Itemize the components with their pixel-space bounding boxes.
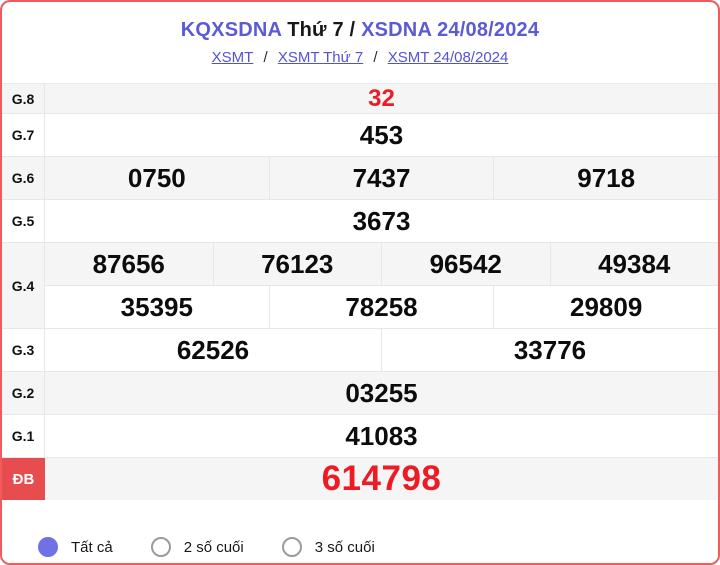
prize-value-g6-2: 7437 [270,157,495,199]
prize-value-g5: 3673 [352,205,411,236]
prize-value-g7: 453 [359,119,404,150]
prize-label-g6: G.6 [2,157,45,199]
prize-label-g8: G.8 [2,84,45,113]
breadcrumb-separator: / [263,49,268,66]
page-title: KQXSDNA Thứ 7 / XSDNA 24/08/2024 [181,19,539,42]
filter-option-last2[interactable]: 2 số cuối [150,537,244,558]
table-row-g8: G.8 32 [2,84,718,114]
g4-line-1: 87656 76123 96542 49384 [45,243,718,286]
table-row-g2: G.2 03255 [2,372,718,415]
prize-value-g3-1: 62526 [45,329,382,371]
filter-option-last2-label[interactable]: 2 số cuối [183,538,244,556]
prize-value-g1: 41083 [345,420,418,451]
table-row-db: ĐB 614798 [2,458,718,500]
filter-option-last3[interactable]: 3 số cuối [281,537,375,558]
filter-option-last3-label[interactable]: 3 số cuối [314,538,375,556]
prize-label-g7: G.7 [2,114,45,156]
prize-value-g4-1: 87656 [45,243,214,285]
title-weekday: Thứ 7 / [281,19,362,41]
radio-unselected-icon[interactable] [281,537,302,558]
filter-option-all[interactable]: Tất cả [38,537,113,558]
breadcrumb-link-xsmt-date[interactable]: XSMT 24/08/2024 [387,49,509,66]
breadcrumb-link-xsmt[interactable]: XSMT [211,49,254,66]
prize-value-g4-6: 78258 [270,286,495,328]
prize-label-g2: G.2 [2,372,45,414]
breadcrumb-separator: / [373,49,378,66]
prize-label-g1: G.1 [2,415,45,457]
prize-label-g5: G.5 [2,200,45,242]
prize-value-g8: 32 [368,84,395,112]
prize-label-g3: G.3 [2,329,45,371]
table-row-g6: G.6 0750 7437 9718 [2,157,718,200]
prize-value-g4-3: 96542 [382,243,551,285]
table-row-g3: G.3 62526 33776 [2,329,718,372]
g4-line-2: 35395 78258 29809 [45,286,718,328]
radio-selected-icon[interactable] [38,537,58,558]
table-row-g5: G.5 3673 [2,200,718,243]
table-row-g4: G.4 87656 76123 96542 49384 35395 78258 … [2,243,718,329]
results-table: G.8 32 G.7 453 G.6 0750 7437 9718 G.5 36… [2,84,718,532]
breadcrumb-link-xsmt-thu7[interactable]: XSMT Thứ 7 [277,49,364,66]
prize-value-db: 614798 [321,459,442,498]
title-kqxsdna: KQXSDNA [180,19,282,41]
header: KQXSDNA Thứ 7 / XSDNA 24/08/2024 XSMT / … [2,2,718,84]
prize-value-g2: 03255 [345,377,418,408]
table-row-g7: G.7 453 [2,114,718,157]
title-date: XSDNA 24/08/2024 [361,19,540,41]
prize-value-g4-7: 29809 [570,291,643,322]
prize-value-g6-3: 9718 [577,162,636,193]
prize-value-g6-1: 0750 [45,157,270,199]
prize-label-g4: G.4 [2,243,45,328]
prize-value-g4-2: 76123 [214,243,382,285]
prize-value-g3-2: 33776 [513,334,587,365]
filter-option-all-label[interactable]: Tất cả [71,538,113,556]
prize-label-db: ĐB [2,458,45,500]
table-row-g1: G.1 41083 [2,415,718,458]
filter-bar: Tất cả 2 số cuối 3 số cuối [2,531,718,563]
prize-value-g4-5: 35395 [45,286,270,328]
breadcrumb: XSMT / XSMT Thứ 7 / XSMT 24/08/2024 [210,49,511,66]
prize-value-g4-4: 49384 [598,248,671,279]
radio-unselected-icon[interactable] [150,537,171,558]
